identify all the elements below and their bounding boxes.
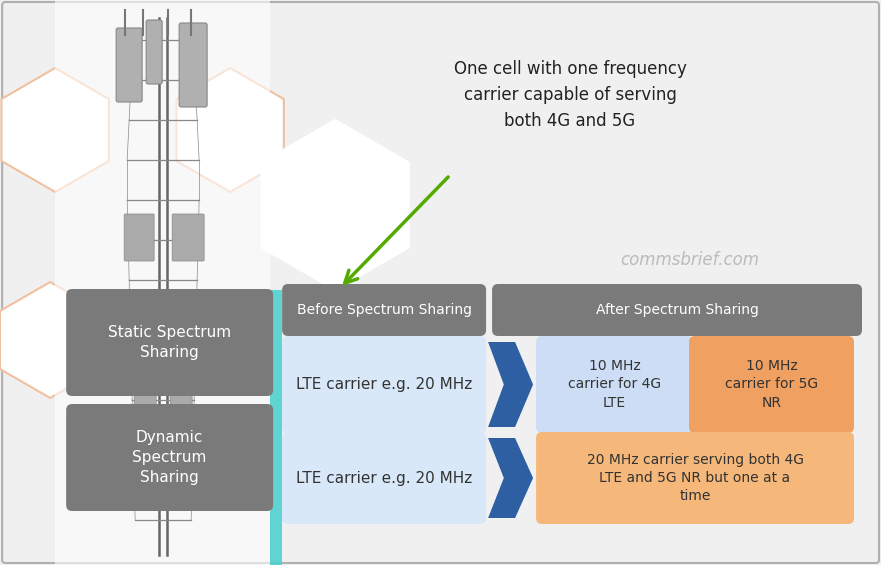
- Text: LTE carrier e.g. 20 MHz: LTE carrier e.g. 20 MHz: [296, 471, 472, 485]
- FancyBboxPatch shape: [282, 336, 486, 433]
- Polygon shape: [176, 68, 284, 192]
- Text: commsbrief.com: commsbrief.com: [620, 251, 759, 269]
- FancyBboxPatch shape: [66, 404, 273, 511]
- Text: 20 MHz carrier serving both 4G
LTE and 5G NR but one at a
time: 20 MHz carrier serving both 4G LTE and 5…: [587, 453, 803, 503]
- FancyBboxPatch shape: [66, 289, 273, 396]
- FancyBboxPatch shape: [282, 432, 486, 524]
- Text: 10 MHz
carrier for 4G
LTE: 10 MHz carrier for 4G LTE: [568, 359, 661, 410]
- Polygon shape: [488, 342, 533, 427]
- FancyBboxPatch shape: [134, 389, 156, 419]
- FancyBboxPatch shape: [130, 309, 154, 346]
- Bar: [56, 0, 270, 565]
- Text: One cell with one frequency
carrier capable of serving
both 4G and 5G: One cell with one frequency carrier capa…: [454, 59, 686, 131]
- FancyBboxPatch shape: [116, 28, 142, 102]
- FancyBboxPatch shape: [536, 336, 693, 433]
- FancyBboxPatch shape: [124, 214, 154, 261]
- Text: Before Spectrum Sharing: Before Spectrum Sharing: [297, 303, 471, 317]
- Polygon shape: [262, 120, 409, 290]
- FancyBboxPatch shape: [179, 23, 207, 107]
- FancyBboxPatch shape: [170, 389, 192, 419]
- FancyBboxPatch shape: [689, 336, 854, 433]
- Text: Static Spectrum
Sharing: Static Spectrum Sharing: [108, 325, 231, 360]
- FancyBboxPatch shape: [492, 284, 862, 336]
- FancyBboxPatch shape: [282, 284, 486, 336]
- FancyBboxPatch shape: [174, 309, 198, 346]
- Bar: [270, 290, 282, 565]
- Text: Dynamic
Spectrum
Sharing: Dynamic Spectrum Sharing: [132, 430, 207, 485]
- Text: LTE carrier e.g. 20 MHz: LTE carrier e.g. 20 MHz: [296, 377, 472, 392]
- FancyBboxPatch shape: [146, 20, 162, 84]
- Text: 10 MHz
carrier for 5G
NR: 10 MHz carrier for 5G NR: [725, 359, 818, 410]
- FancyBboxPatch shape: [536, 432, 854, 524]
- Polygon shape: [488, 438, 533, 518]
- Polygon shape: [0, 282, 100, 398]
- Polygon shape: [2, 68, 109, 192]
- FancyBboxPatch shape: [172, 214, 204, 261]
- Text: After Spectrum Sharing: After Spectrum Sharing: [596, 303, 759, 317]
